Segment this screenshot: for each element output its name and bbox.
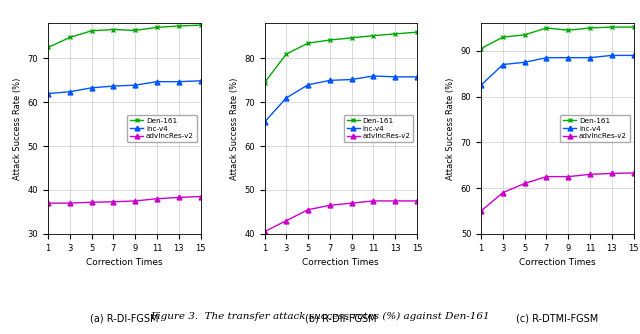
- inc-v4: [521, 60, 529, 64]
- Line: Den-161: Den-161: [45, 23, 203, 50]
- Den-161: [109, 27, 117, 31]
- advIncRes-v2: [499, 191, 507, 195]
- inc-v4: [66, 90, 74, 94]
- advIncRes-v2: [586, 172, 594, 176]
- Line: advIncRes-v2: advIncRes-v2: [45, 194, 203, 205]
- inc-v4: [304, 83, 312, 87]
- advIncRes-v2: [109, 200, 117, 204]
- advIncRes-v2: [131, 199, 139, 203]
- advIncRes-v2: [88, 200, 95, 204]
- Den-161: [131, 28, 139, 32]
- Den-161: [499, 35, 507, 39]
- Line: Den-161: Den-161: [262, 30, 419, 85]
- Den-161: [66, 35, 74, 39]
- Den-161: [326, 38, 333, 42]
- inc-v4: [608, 53, 616, 57]
- inc-v4: [543, 56, 550, 60]
- inc-v4: [326, 78, 333, 82]
- advIncRes-v2: [304, 208, 312, 212]
- advIncRes-v2: [326, 203, 333, 207]
- Legend: Den-161, inc-v4, advIncRes-v2: Den-161, inc-v4, advIncRes-v2: [344, 115, 413, 142]
- advIncRes-v2: [44, 201, 52, 205]
- Line: advIncRes-v2: advIncRes-v2: [262, 198, 419, 234]
- advIncRes-v2: [630, 171, 637, 175]
- Y-axis label: Attack Success Rate (%): Attack Success Rate (%): [446, 77, 455, 180]
- Den-161: [392, 32, 399, 36]
- inc-v4: [175, 80, 182, 84]
- inc-v4: [392, 75, 399, 79]
- X-axis label: Correction Times: Correction Times: [303, 258, 379, 267]
- advIncRes-v2: [392, 199, 399, 203]
- advIncRes-v2: [260, 229, 268, 233]
- inc-v4: [260, 120, 268, 124]
- advIncRes-v2: [370, 199, 378, 203]
- advIncRes-v2: [564, 175, 572, 179]
- Y-axis label: Attack Success Rate (%): Attack Success Rate (%): [230, 77, 239, 180]
- advIncRes-v2: [175, 195, 182, 199]
- inc-v4: [44, 92, 52, 96]
- inc-v4: [131, 83, 139, 87]
- Den-161: [521, 33, 529, 37]
- Y-axis label: Attack Success Rate (%): Attack Success Rate (%): [13, 77, 22, 180]
- inc-v4: [153, 80, 161, 84]
- X-axis label: Correction Times: Correction Times: [519, 258, 596, 267]
- Line: inc-v4: inc-v4: [479, 53, 636, 88]
- advIncRes-v2: [66, 201, 74, 205]
- Den-161: [370, 34, 378, 38]
- advIncRes-v2: [521, 181, 529, 185]
- advIncRes-v2: [153, 197, 161, 201]
- inc-v4: [564, 56, 572, 60]
- inc-v4: [88, 86, 95, 90]
- Line: advIncRes-v2: advIncRes-v2: [479, 171, 636, 213]
- Den-161: [586, 26, 594, 30]
- Text: (c) R-DTMI-FGSM: (c) R-DTMI-FGSM: [516, 314, 598, 324]
- Den-161: [153, 25, 161, 29]
- Den-161: [175, 24, 182, 28]
- Line: inc-v4: inc-v4: [262, 73, 419, 125]
- advIncRes-v2: [477, 209, 485, 213]
- Den-161: [608, 25, 616, 29]
- advIncRes-v2: [543, 175, 550, 179]
- inc-v4: [630, 53, 637, 57]
- advIncRes-v2: [348, 201, 356, 205]
- Den-161: [260, 80, 268, 85]
- Line: Den-161: Den-161: [479, 25, 636, 51]
- inc-v4: [413, 75, 421, 79]
- Den-161: [630, 25, 637, 29]
- Line: inc-v4: inc-v4: [45, 78, 203, 96]
- inc-v4: [196, 79, 204, 83]
- Den-161: [88, 29, 95, 33]
- inc-v4: [586, 56, 594, 60]
- Den-161: [477, 46, 485, 50]
- Text: Figure 3.  The transfer attack success rates (%) against Den-161: Figure 3. The transfer attack success ra…: [150, 312, 490, 321]
- Legend: Den-161, inc-v4, advIncRes-v2: Den-161, inc-v4, advIncRes-v2: [127, 115, 197, 142]
- inc-v4: [282, 96, 290, 100]
- inc-v4: [370, 74, 378, 78]
- inc-v4: [109, 84, 117, 88]
- Den-161: [304, 41, 312, 45]
- X-axis label: Correction Times: Correction Times: [86, 258, 163, 267]
- Text: (b) R-DII-FGSM: (b) R-DII-FGSM: [305, 314, 376, 324]
- Legend: Den-161, inc-v4, advIncRes-v2: Den-161, inc-v4, advIncRes-v2: [561, 115, 630, 142]
- Den-161: [348, 36, 356, 40]
- Text: (a) R-DI-FGSM: (a) R-DI-FGSM: [90, 314, 159, 324]
- Den-161: [564, 28, 572, 32]
- Den-161: [413, 30, 421, 34]
- inc-v4: [477, 83, 485, 87]
- advIncRes-v2: [196, 194, 204, 198]
- Den-161: [282, 52, 290, 56]
- inc-v4: [348, 77, 356, 81]
- Den-161: [44, 45, 52, 49]
- Den-161: [543, 26, 550, 30]
- advIncRes-v2: [282, 219, 290, 223]
- advIncRes-v2: [413, 199, 421, 203]
- advIncRes-v2: [608, 171, 616, 175]
- inc-v4: [499, 62, 507, 66]
- Den-161: [196, 23, 204, 27]
